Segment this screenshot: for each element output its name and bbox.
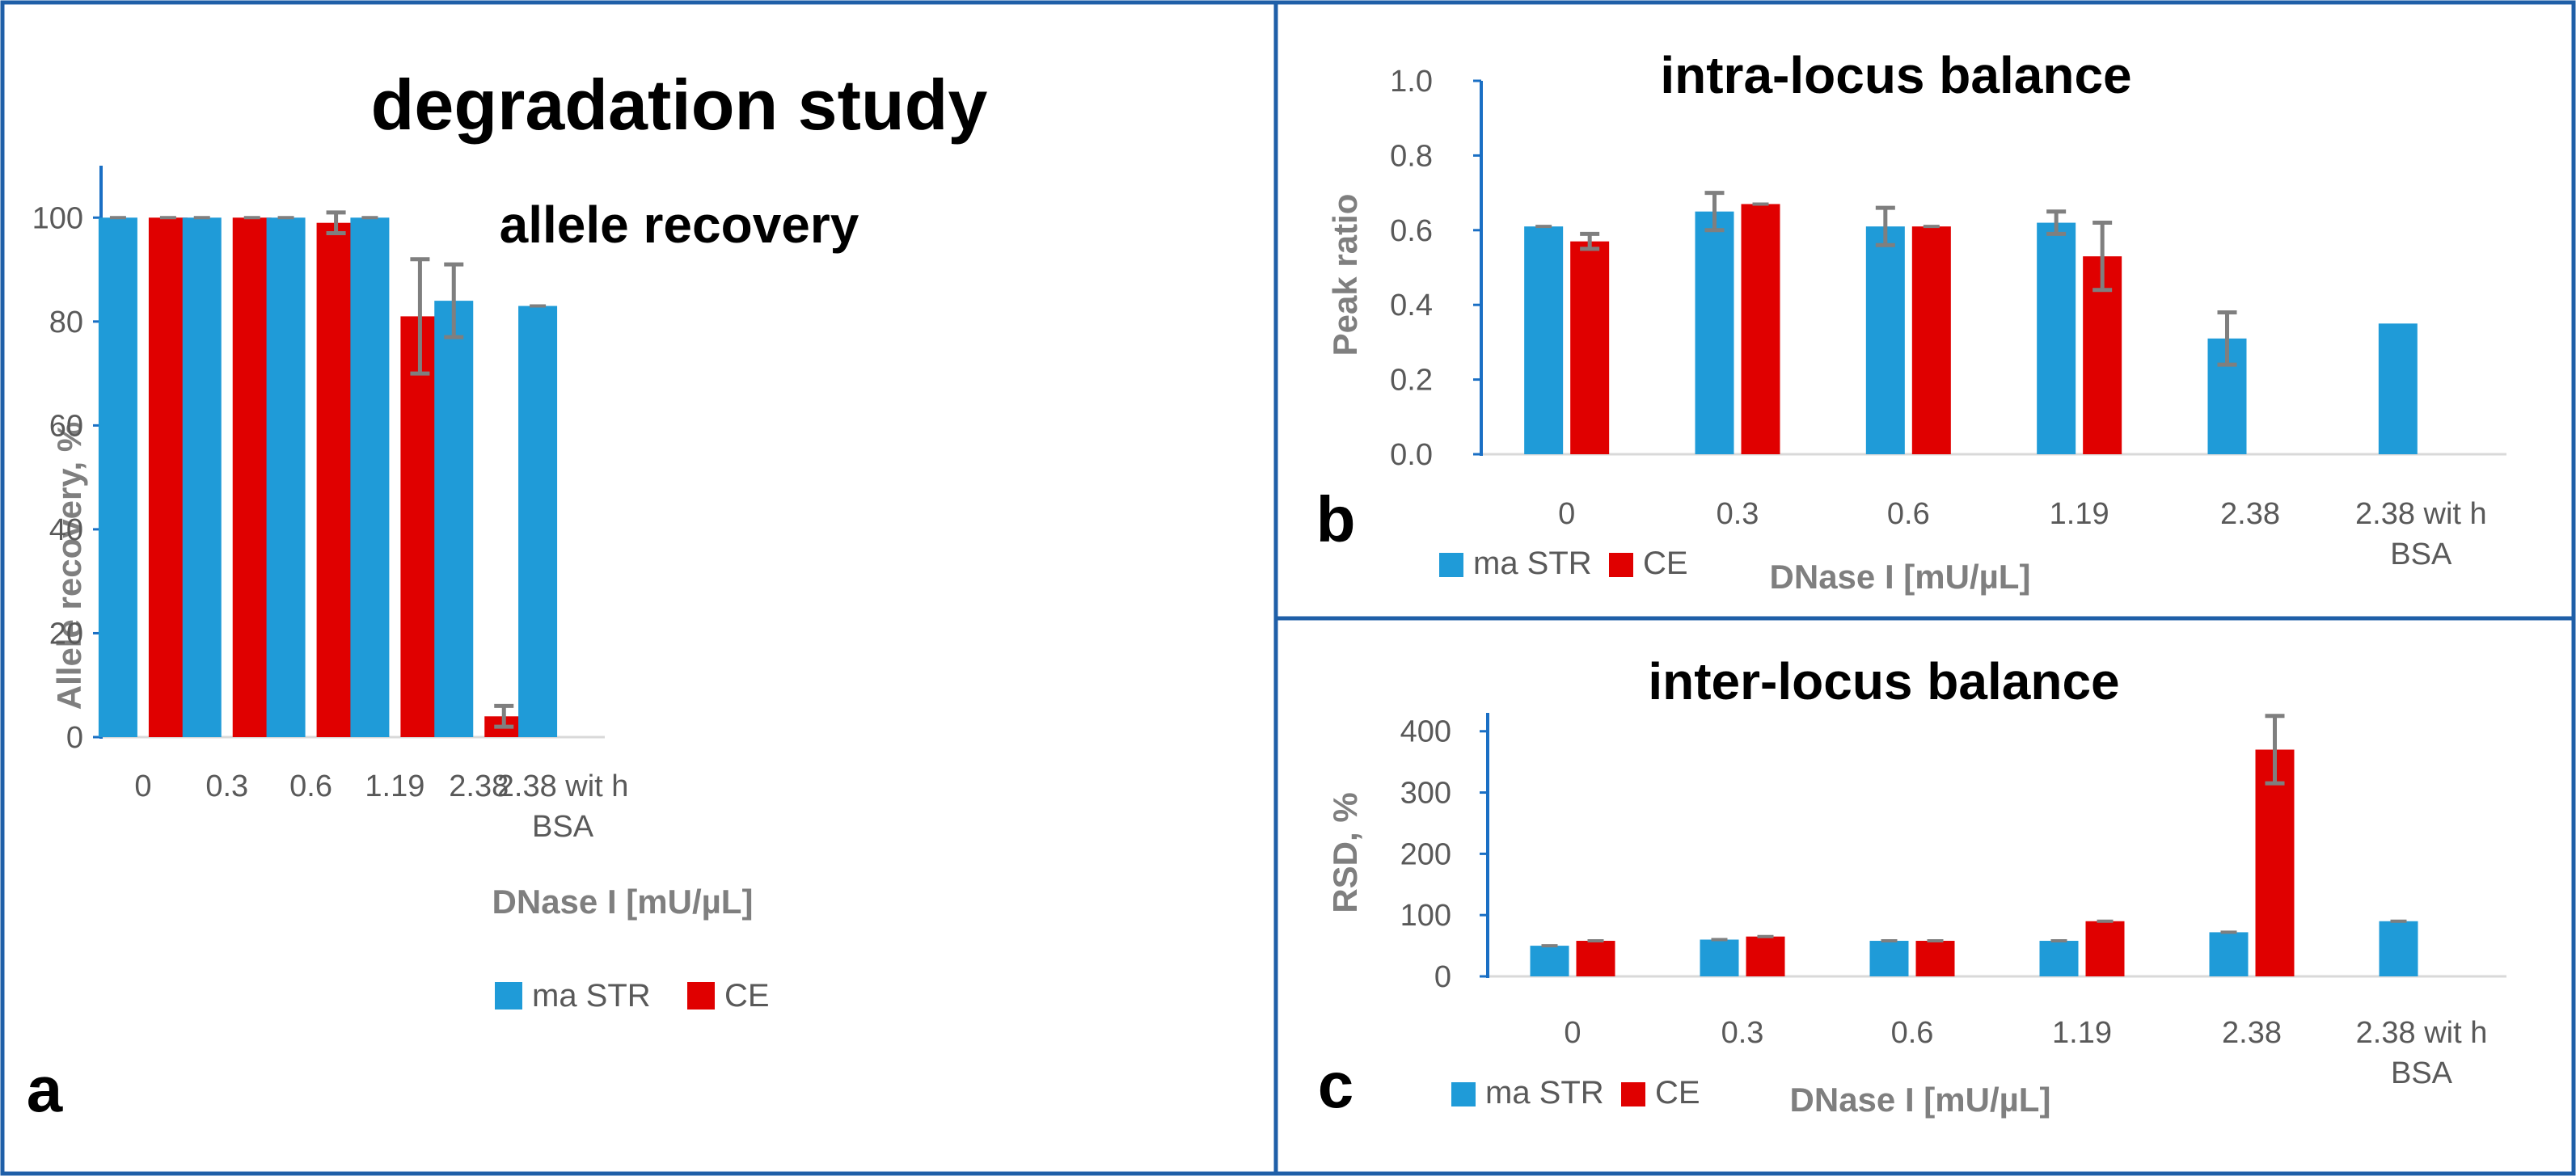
bar-CE-0 [1570,241,1610,454]
legend-swatch-maSTR [1451,1082,1476,1106]
x-tick-label: 2.38 wit h [2355,497,2487,531]
panel-c-xlabel: DNase I [mU/µL] [1790,1081,2051,1119]
panel-b-title: intra-locus balance [1660,46,2131,104]
legend-label-maSTR: ma STR [532,978,651,1014]
bar-maSTR-0 [98,217,137,738]
x-tick-label: 0 [1564,1016,1581,1050]
y-tick-label: 80 [49,306,83,339]
y-tick-label: 300 [1400,777,1451,811]
figure-title: degradation study [371,65,988,145]
bar-maSTR-1.19 [2039,941,2079,976]
panel-b-xlabel: DNase I [mU/µL] [1770,558,2031,596]
panel-c-ylabel: RSD, % [1326,792,1364,913]
bar-CE-0 [1576,941,1615,976]
y-tick-label: 1.0 [1390,65,1433,99]
bar-maSTR-2.38 [434,301,474,737]
y-tick-label: 40 [49,513,83,547]
panel-c-label: c [1318,1049,1354,1121]
legend-swatch-CE [687,982,715,1010]
legend-swatch-maSTR [495,982,522,1010]
y-tick-label: 400 [1400,715,1451,749]
bar-maSTR-0.3 [1695,211,1734,454]
legend-label-CE: CE [724,978,770,1014]
panel-a-xlabel: DNase I [mU/µL] [492,883,754,921]
panel-a-ylabel: Allele recovery, % [50,422,88,710]
y-tick-label: 100 [1400,899,1451,933]
x-tick-label: 2.38 [2222,1016,2282,1050]
bar-CE-1.19 [2085,921,2125,976]
bar-maSTR-0 [1530,946,1569,976]
y-tick-label: 0.0 [1390,438,1433,472]
x-tick-label: 0.6 [1887,497,1930,531]
panel-c-title: inter-locus balance [1648,652,2119,710]
x-tick-label: BSA [2390,537,2452,571]
y-tick-label: 0 [1434,960,1451,994]
bar-maSTR-0.6 [266,217,306,738]
x-tick-label: 0 [1558,497,1575,531]
y-tick-label: 0.8 [1390,139,1433,173]
x-tick-label: 2.38 [449,769,509,803]
bar-CE-0 [148,217,188,738]
panel-b-ylabel: Peak ratio [1326,194,1364,356]
bar-CE-0.6 [316,222,356,737]
bar-maSTR-2.38-with-BSA [2378,323,2418,454]
bar-CE-0.3 [1741,204,1780,454]
legend-label-maSTR: ma STR [1485,1075,1604,1111]
y-tick-label: 60 [49,409,83,443]
y-tick-label: 0 [66,721,83,755]
bar-maSTR-0.3 [1700,939,1739,976]
bar-maSTR-0.6 [1865,226,1905,454]
x-tick-label: 1.19 [2050,497,2109,531]
bar-maSTR-2.38-with-BSA [518,306,558,737]
y-tick-label: 0.4 [1390,289,1433,322]
bar-CE-0.3 [232,217,272,738]
x-tick-label: BSA [532,810,594,844]
bar-CE-0.6 [1911,226,1951,454]
y-tick-label: 0.2 [1390,364,1433,398]
bar-CE-1.19 [400,316,440,738]
bar-maSTR-0.3 [182,217,222,738]
panel-a-title: allele recovery [500,196,859,254]
x-tick-label: 2.38 [2220,497,2280,531]
bar-maSTR-2.38 [2209,932,2249,976]
y-tick-label: 0.6 [1390,214,1433,248]
x-tick-label: 1.19 [2052,1016,2112,1050]
y-tick-label: 20 [49,617,83,651]
legend-swatch-maSTR [1439,553,1463,577]
y-tick-label: 200 [1400,837,1451,871]
x-tick-label: 0.6 [289,769,332,803]
legend-label-maSTR: ma STR [1473,546,1592,581]
bar-maSTR-0.6 [1869,941,1909,976]
panel-a-chart: 0 20 40 60 80 100 0 0.3 0.6 1.19 2.382.38 wit h BSA… [32,166,770,1014]
panel-b-chart: 0.0 0.2 0.4 0.6 0.8 1.0 0 0.3 0.6 1.19 2.38 2.38 wi… [1390,65,2506,581]
panel-c-chart: 0 100 200 300 400 0 0.3 0.6 1.19 2.38 2.38 wit h BS… [1400,713,2506,1111]
x-tick-label: 0 [134,769,151,803]
y-tick-label: 100 [32,201,83,235]
legend-swatch-CE [1621,1082,1645,1106]
x-tick-label: 1.19 [365,769,424,803]
legend-swatch-CE [1609,553,1633,577]
x-tick-label: 0.6 [1891,1016,1934,1050]
panel-b-label: b [1316,483,1356,555]
x-tick-label: 0.3 [1717,497,1759,531]
bar-maSTR-0 [1524,226,1564,454]
legend-label-CE: CE [1643,546,1688,581]
bar-maSTR-2.38-with-BSA [2379,921,2418,976]
legend-label-CE: CE [1655,1075,1700,1111]
x-tick-label: 2.38 wit h [497,769,629,803]
bar-maSTR-1.19 [350,217,390,738]
bar-CE-0.6 [1915,941,1955,976]
x-tick-label: 0.3 [205,769,248,803]
bar-CE-0.3 [1746,936,1785,976]
x-tick-label: 2.38 wit h [2356,1016,2488,1050]
panel-a-label: a [27,1053,63,1125]
x-tick-label: BSA [2391,1056,2453,1090]
x-tick-label: 0.3 [1721,1016,1764,1050]
bar-maSTR-1.19 [2037,222,2076,454]
bar-CE-2.38 [2255,749,2295,976]
